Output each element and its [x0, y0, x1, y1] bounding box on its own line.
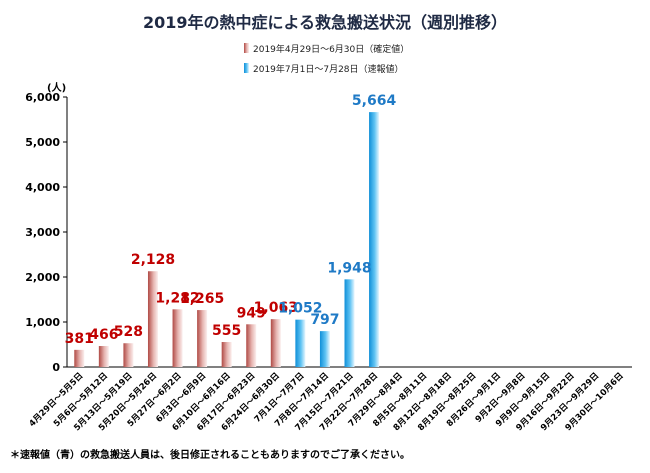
data-label: 555 [212, 323, 241, 339]
legend: 2019年4月29日～6月30日（確定値） 2019年7月1日～7月28日（速報… [244, 43, 409, 75]
bar-preliminary [369, 112, 380, 368]
data-label: 1,948 [327, 260, 371, 276]
bar-preliminary [344, 279, 355, 367]
data-label: 2,128 [131, 252, 175, 268]
data-label: 1,282 [155, 290, 199, 306]
x-tick-labels: 4月29日～5月5日5月6日～5月12日5月13日～5月19日5月20日～5月2… [27, 371, 625, 433]
legend-label-preliminary: 2019年7月1日～7月28日（速報値） [253, 63, 404, 75]
y-axis: 0 1,000 2,000 3,000 4,000 5,000 6,000 [25, 91, 68, 374]
bar-confirmed [98, 346, 109, 367]
y-tick-label: 1,000 [25, 316, 60, 329]
y-tick-label: 4,000 [25, 181, 60, 194]
legend-swatch-preliminary [244, 63, 249, 73]
y-tick-label: 5,000 [25, 136, 60, 149]
bar-confirmed [172, 309, 183, 367]
bars [74, 112, 380, 368]
bar-confirmed [197, 310, 208, 367]
chart-title: 2019年の熱中症による救急搬送状況（週別推移） [143, 13, 507, 32]
bar-confirmed [123, 343, 134, 367]
data-label: 466 [89, 327, 118, 343]
bar-confirmed [221, 342, 232, 367]
y-axis-unit: (人) [47, 81, 66, 94]
bar-preliminary [319, 331, 330, 367]
y-tick-label: 6,000 [25, 91, 60, 104]
data-label: 528 [114, 324, 143, 340]
legend-label-confirmed: 2019年4月29日～6月30日（確定値） [253, 43, 409, 55]
y-tick-label: 2,000 [25, 271, 60, 284]
data-label: 1,063 [254, 300, 298, 316]
bar-confirmed [270, 319, 281, 367]
bar-confirmed [246, 324, 257, 367]
data-label: 797 [310, 312, 339, 328]
footnote: ＊速報値（青）の救急搬送人員は、後日修正されることもありますのでご了承ください。 [10, 450, 410, 461]
data-label: 949 [237, 305, 266, 321]
bar-confirmed [74, 349, 85, 367]
y-tick-label: 3,000 [25, 226, 60, 239]
y-tick-label: 0 [52, 361, 60, 374]
data-label: 5,664 [352, 93, 397, 109]
bar-confirmed [147, 271, 158, 367]
bar-preliminary [295, 319, 306, 367]
data-label: 1,052 [278, 301, 322, 317]
data-label: 1,265 [180, 291, 224, 307]
data-label: 381 [65, 331, 94, 347]
legend-swatch-confirmed [244, 43, 249, 53]
